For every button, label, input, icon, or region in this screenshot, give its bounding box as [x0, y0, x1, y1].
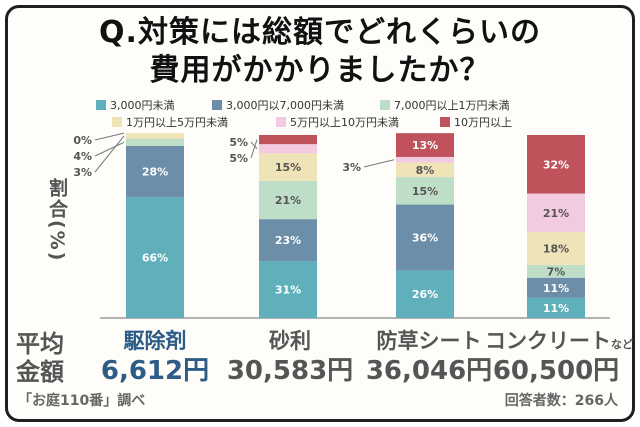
bar-2-6: [259, 135, 317, 145]
data-label-1-5: 0%: [73, 134, 92, 147]
bar-1-4: [126, 133, 184, 139]
data-label-1-1: 66%: [142, 252, 168, 265]
bar-3-6: [396, 133, 454, 157]
amount-3: 36,046円: [365, 356, 493, 386]
bar-2-1: [259, 261, 317, 318]
category-label-4: コンクリートなど: [484, 331, 634, 352]
category-label-3: 防草シート: [376, 329, 482, 353]
category-label-4-suffix: など: [611, 338, 633, 351]
data-label-3-3: 15%: [412, 185, 438, 198]
data-label-3-2: 36%: [412, 231, 438, 244]
data-label-4-3: 7%: [547, 265, 566, 278]
bar-2-4: [259, 153, 317, 181]
bar-4-3: [527, 264, 585, 278]
source-note: 「お庭110番」調べ: [18, 393, 146, 409]
category-label-2: 砂利: [269, 329, 311, 353]
leader-line-2-6: [250, 139, 258, 159]
data-label-2-3: 21%: [275, 194, 301, 207]
legend-swatch-5: [276, 117, 286, 127]
legend-swatch-2: [212, 100, 222, 110]
bar-3-5: [396, 156, 454, 163]
amount-4: 60,500円: [492, 356, 620, 386]
bar-1-3: [126, 138, 184, 146]
legend-swatch-6: [440, 117, 450, 127]
bar-2-5: [259, 144, 317, 154]
leader-line-1-5: [94, 132, 125, 141]
bar-4-2: [527, 277, 585, 298]
bar-1-1: [126, 197, 184, 318]
bar-4-4: [527, 231, 585, 265]
chart-title-line1: Q.対策には総額でどれくらいの: [99, 15, 541, 50]
legend-swatch-3: [380, 100, 390, 110]
data-label-1-4: 3%: [73, 166, 92, 179]
data-label-4-2: 11%: [543, 282, 569, 295]
bar-2-3: [259, 180, 317, 220]
bar-4-6: [527, 135, 585, 194]
data-label-2-4: 15%: [275, 161, 301, 174]
legend-label-2: 3,000円以7,000円未満: [226, 99, 344, 112]
bar-2-2: [259, 219, 317, 262]
category-label-1: 駆除剤: [123, 329, 187, 353]
data-label-2-2: 23%: [275, 234, 301, 247]
data-label-1-3: 4%: [73, 150, 92, 163]
legend-label-4: 1万円以上5万円未満: [126, 116, 228, 129]
category-label-4-text: コンクリート: [485, 329, 611, 353]
row-label-average: 平均: [16, 330, 64, 358]
legend-item-6: 10万円以上: [440, 114, 512, 130]
legend-swatch-1: [96, 100, 106, 110]
leader-line-1-3: [94, 141, 125, 157]
chart-title-line2: 費用がかかりましたか？: [149, 53, 491, 88]
bar-4-5: [527, 193, 585, 232]
legend-label-5: 5万円以上10万円未満: [290, 116, 399, 129]
data-label-2-5: 5%: [229, 136, 248, 149]
legend-label-1: 3,000円未満: [110, 99, 175, 112]
data-label-1-2: 28%: [142, 166, 168, 179]
data-label-2-1: 31%: [275, 284, 301, 297]
row-label-amount: 金額: [16, 358, 64, 386]
data-label-3-6: 13%: [412, 139, 438, 152]
legend-item-4: 1万円以上5万円未満: [112, 114, 228, 130]
leader-line-1-4: [94, 135, 125, 173]
bar-3-3: [396, 177, 454, 205]
data-label-4-6: 32%: [543, 158, 569, 171]
bar-3-4: [396, 162, 454, 178]
legend-item-5: 5万円以上10万円未満: [276, 114, 399, 130]
data-label-3-5: 3%: [342, 161, 361, 174]
bar-3-2: [396, 204, 454, 271]
data-label-4-5: 21%: [543, 207, 569, 220]
leader-line-3-5: [363, 159, 395, 168]
data-label-3-4: 8%: [416, 164, 435, 177]
amount-2: 30,583円: [226, 356, 354, 386]
leader-line-2-5: [250, 141, 258, 150]
bar-4-1: [527, 297, 585, 318]
data-label-4-4: 18%: [543, 242, 569, 255]
legend-label-3: 7,000円以上1万円未満: [394, 99, 510, 112]
legend-label-6: 10万円以上: [454, 116, 512, 129]
y-axis-label: 割合(%): [46, 178, 68, 263]
bar-1-2: [126, 145, 184, 198]
legend-item-3: 7,000円以上1万円未満: [380, 97, 510, 113]
data-label-3-1: 26%: [412, 288, 438, 301]
data-label-2-6: 5%: [229, 152, 248, 165]
data-label-4-1: 11%: [543, 302, 569, 315]
legend-swatch-4: [112, 117, 122, 127]
respondent-count: 回答者数：266人: [504, 393, 618, 409]
bar-3-1: [396, 270, 454, 318]
legend-item-2: 3,000円以7,000円未満: [212, 97, 344, 113]
amount-1: 6,612円: [100, 356, 210, 386]
legend-item-1: 3,000円未満: [96, 97, 175, 113]
